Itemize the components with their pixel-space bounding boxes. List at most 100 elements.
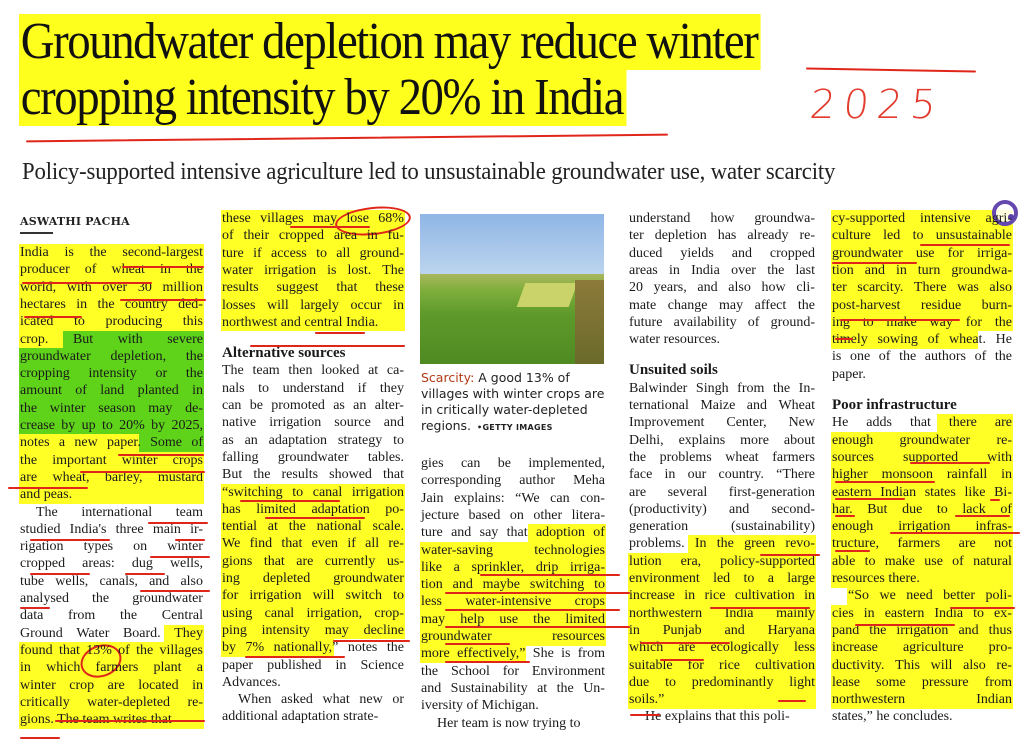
green-highlight	[19, 399, 204, 418]
article-line: tion and maybe switching to	[421, 577, 605, 593]
article-line: future availability of ground-	[629, 314, 815, 330]
pen-underline	[80, 471, 205, 473]
article-line: lution era, policy-supported	[629, 553, 815, 569]
yellow-highlight	[687, 535, 816, 553]
yellow-highlight	[221, 313, 405, 332]
pen-underline	[24, 316, 82, 318]
yellow-highlight	[831, 227, 1013, 245]
pen-underline	[950, 607, 1015, 609]
caption-label: Scarcity:	[421, 370, 475, 385]
yellow-highlight	[221, 639, 334, 657]
article-line: Improvement Center, New	[629, 415, 815, 431]
article-line: falling groundwater tables.	[222, 449, 404, 465]
pen-underline	[990, 499, 1000, 501]
article-line: are several first-generation	[629, 484, 815, 500]
article-line: northwestern Indian	[832, 692, 1012, 708]
pen-underline	[150, 556, 210, 558]
article-line: increase agriculture pro-	[832, 640, 1012, 656]
article-line: native irrigation source and	[222, 415, 404, 431]
yellow-highlight	[221, 587, 405, 605]
article-line: northwestern India mainly	[629, 605, 815, 621]
pen-underline	[760, 554, 820, 556]
yellow-highlight	[831, 244, 1013, 263]
article-line: tructure, farmers are not	[832, 536, 1012, 552]
pen-underline	[778, 700, 806, 702]
article-line: pand the irrigation and thus	[832, 622, 1012, 638]
article-line: enough irrigation infras-	[832, 519, 1012, 535]
pen-underline	[26, 133, 668, 143]
yellow-highlight	[19, 330, 65, 348]
article-line: rigation types on winter	[20, 539, 203, 555]
yellow-highlight	[831, 313, 1013, 332]
article-line: groundwater use for irriga-	[832, 245, 1012, 261]
yellow-highlight	[831, 691, 1013, 709]
article-line: ping intensity may decline	[222, 622, 404, 638]
yellow-highlight	[847, 587, 1013, 605]
article-line: gions that are currently us-	[222, 553, 404, 569]
pen-underline	[805, 67, 977, 73]
yellow-highlight	[221, 604, 405, 623]
article-line: by 7% nationally,” notes the	[222, 640, 404, 656]
pen-underline	[640, 642, 730, 644]
article-line: water resources.	[629, 332, 720, 348]
pen-underline	[22, 282, 152, 284]
article-line: (productivity) and second-	[629, 501, 815, 517]
article-line: Delhi, explains more about	[629, 432, 815, 448]
green-highlight	[138, 434, 204, 452]
article-line: enough groundwater re-	[832, 432, 1012, 448]
article-line: additional adaptation strate-	[222, 709, 379, 725]
yellow-highlight	[163, 624, 204, 643]
pen-underline	[55, 720, 205, 722]
article-line: duced yields and cropped	[629, 245, 815, 261]
yellow-highlight	[221, 570, 405, 588]
section-subheading: Alternative sources	[222, 345, 346, 362]
yellow-highlight	[221, 244, 405, 263]
pen-underline	[910, 462, 990, 464]
pen-underline	[120, 299, 206, 301]
article-line: using canal irrigation, crop-	[222, 605, 404, 621]
article-line: for irrigation will switch to	[222, 588, 404, 604]
article-line: data from the Central	[20, 608, 203, 624]
yellow-highlight	[628, 673, 816, 692]
article-line: tential at the national scale.	[222, 519, 404, 535]
article-line: nals to understand if they	[222, 380, 404, 396]
yellow-highlight	[420, 628, 606, 646]
article-line: losses will largely occur in	[222, 297, 404, 313]
yellow-highlight	[420, 576, 606, 594]
yellow-highlight	[831, 331, 979, 349]
yellow-highlight	[831, 552, 1013, 571]
yellow-highlight	[221, 552, 405, 571]
article-column-3: gies can be implemented, corresponding author…	[420, 455, 606, 745]
yellow-highlight	[420, 645, 527, 663]
article-line: India is the second-largest	[20, 245, 203, 260]
yellow-highlight	[831, 500, 1013, 519]
article-line: as an adaptation strategy to	[222, 432, 404, 448]
subheadline: Policy-supported intensive agriculture l…	[22, 158, 836, 185]
yellow-highlight	[221, 500, 405, 519]
yellow-highlight	[19, 468, 204, 487]
yellow-highlight	[221, 296, 405, 314]
article-line: mate change may affect the	[629, 297, 815, 313]
article-line: “switching to canal irrigation	[222, 484, 404, 500]
article-line: corresponding author Meha	[421, 473, 605, 489]
floating-assistive-touch-icon[interactable]	[992, 200, 1018, 226]
pen-underline	[840, 319, 960, 321]
article-line: found that 13% of the villages	[20, 642, 203, 658]
article-line: the winter season may de-	[20, 400, 203, 416]
article-line: lease some pressure from	[832, 674, 1012, 690]
yellow-highlight	[831, 431, 1013, 450]
pen-underline	[250, 345, 405, 347]
yellow-highlight	[831, 483, 1013, 501]
pen-underline	[290, 226, 370, 228]
article-line: can be promoted as an alter-	[222, 398, 404, 413]
pen-underline	[30, 573, 90, 575]
yellow-highlight	[831, 466, 1013, 484]
pen-underline	[265, 517, 365, 519]
pen-underline	[832, 262, 917, 264]
article-line: these villages may lose 68%	[222, 211, 404, 226]
yellow-highlight	[831, 570, 1013, 588]
article-line: may help use the limited	[421, 611, 605, 627]
article-line: cies in eastern India to ex-	[832, 605, 1012, 621]
article-line: When asked what new or	[238, 692, 404, 708]
article-line: water-saving technologies	[421, 542, 605, 558]
